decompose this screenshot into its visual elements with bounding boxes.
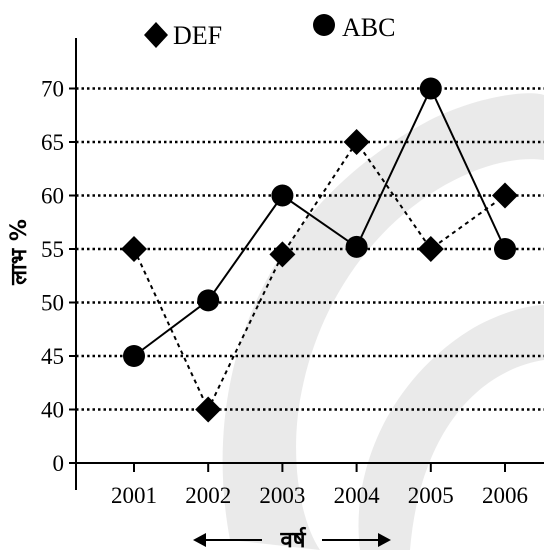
y-tick-label: 65 <box>41 130 64 155</box>
legend-item-def: DEF <box>144 21 222 50</box>
point-def <box>195 396 222 423</box>
point-def <box>121 236 147 262</box>
point-abc <box>419 77 442 100</box>
point-abc <box>345 235 368 258</box>
point-def <box>492 182 518 209</box>
x-tick-label: 2006 <box>482 483 528 508</box>
y-tick-label: 0 <box>53 451 65 476</box>
x-tick-label: 2005 <box>408 483 454 508</box>
x-tick-labels: 2001 2002 2003 2004 2005 2006 <box>111 483 528 508</box>
x-tick-label: 2002 <box>185 483 231 508</box>
legend-label-def: DEF <box>173 21 222 50</box>
x-tick-label: 2004 <box>334 483 381 508</box>
legend-item-abc: ABC <box>313 13 395 42</box>
legend-label-abc: ABC <box>342 13 395 42</box>
point-def <box>417 236 444 262</box>
grid-lines <box>76 87 544 411</box>
y-tick-label: 40 <box>41 398 64 423</box>
series-line-def <box>133 140 506 412</box>
arrow-right-icon <box>322 533 391 547</box>
circle-icon <box>313 14 335 36</box>
y-tick-label: 45 <box>41 344 64 369</box>
point-abc <box>271 184 294 207</box>
y-tick-labels: 0 40 45 50 55 60 65 70 <box>41 77 64 477</box>
y-tick-label: 50 <box>41 291 64 316</box>
diamond-icon <box>144 22 168 48</box>
watermark <box>222 93 544 550</box>
y-tick-label: 55 <box>41 237 64 262</box>
point-abc <box>197 289 220 312</box>
axes <box>69 38 544 490</box>
legend: DEF ABC <box>144 13 395 50</box>
x-tick-label: 2003 <box>259 483 305 508</box>
x-axis-label: वर्ष <box>280 526 307 550</box>
y-tick-label: 70 <box>41 77 64 102</box>
x-tick-label: 2001 <box>111 483 157 508</box>
x-axis-label-group: वर्ष <box>193 526 391 550</box>
point-def <box>269 241 296 268</box>
y-tick-label: 60 <box>41 184 64 209</box>
series-markers <box>121 77 518 423</box>
point-abc <box>123 345 145 367</box>
point-abc <box>494 238 516 260</box>
series-line-abc <box>133 86 506 357</box>
point-def <box>343 129 370 155</box>
arrow-left-icon <box>193 533 262 547</box>
series-lines <box>133 86 506 412</box>
y-axis-label: लाभ % <box>7 219 32 286</box>
